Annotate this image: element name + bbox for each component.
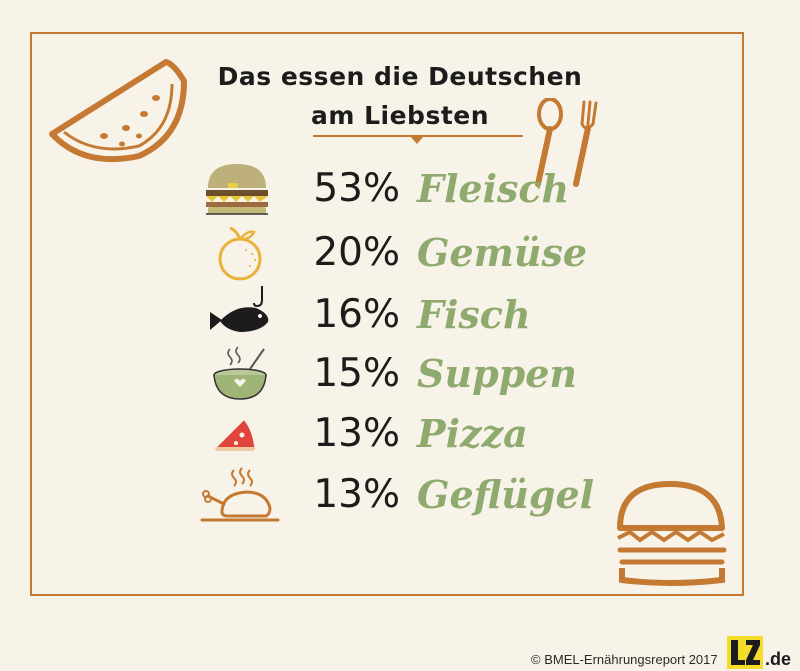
list-item-fleisch: 53% Fleisch bbox=[0, 160, 800, 220]
source-credit: © BMEL-Ernährungsreport 2017 bbox=[531, 652, 718, 667]
burger-icon bbox=[206, 164, 268, 215]
list-item-pizza: 13% Pizza bbox=[0, 405, 800, 465]
title-line2: am Liebsten bbox=[310, 101, 490, 130]
percent-fisch: 16% bbox=[313, 292, 400, 337]
list-item-suppen: 15% Suppen bbox=[0, 345, 800, 405]
orange-icon bbox=[218, 226, 262, 281]
list-item-gemuese: 20% Gemüse bbox=[0, 224, 800, 284]
list-item-gefluegel: 13% Geflügel bbox=[0, 466, 800, 526]
lz-logo: .de bbox=[727, 636, 791, 669]
pizza-slice-icon bbox=[215, 420, 255, 451]
melon-slice-icon bbox=[49, 59, 187, 163]
frame-border bbox=[30, 32, 744, 596]
label-gefluegel: Geflügel bbox=[417, 472, 595, 517]
cutlery-icon bbox=[535, 98, 598, 187]
percent-suppen: 15% bbox=[313, 351, 400, 396]
svg-text:.de: .de bbox=[765, 649, 791, 669]
list-item-fisch: 16% Fisch bbox=[0, 286, 800, 346]
percent-gefluegel: 13% bbox=[313, 472, 400, 517]
label-pizza: Pizza bbox=[417, 411, 528, 456]
label-suppen: Suppen bbox=[417, 351, 578, 396]
label-fisch: Fisch bbox=[417, 292, 531, 337]
fish-icon bbox=[210, 286, 269, 332]
soup-bowl-icon bbox=[213, 346, 267, 400]
roast-chicken-icon bbox=[200, 467, 280, 522]
percent-gemuese: 20% bbox=[313, 230, 400, 275]
burger-outline-icon bbox=[617, 481, 727, 586]
title-line1: Das essen die Deutschen bbox=[217, 62, 583, 91]
label-fleisch: Fleisch bbox=[417, 166, 570, 211]
label-gemuese: Gemüse bbox=[417, 230, 588, 275]
percent-fleisch: 53% bbox=[313, 166, 400, 211]
percent-pizza: 13% bbox=[313, 411, 400, 456]
title-pointer bbox=[410, 136, 424, 144]
